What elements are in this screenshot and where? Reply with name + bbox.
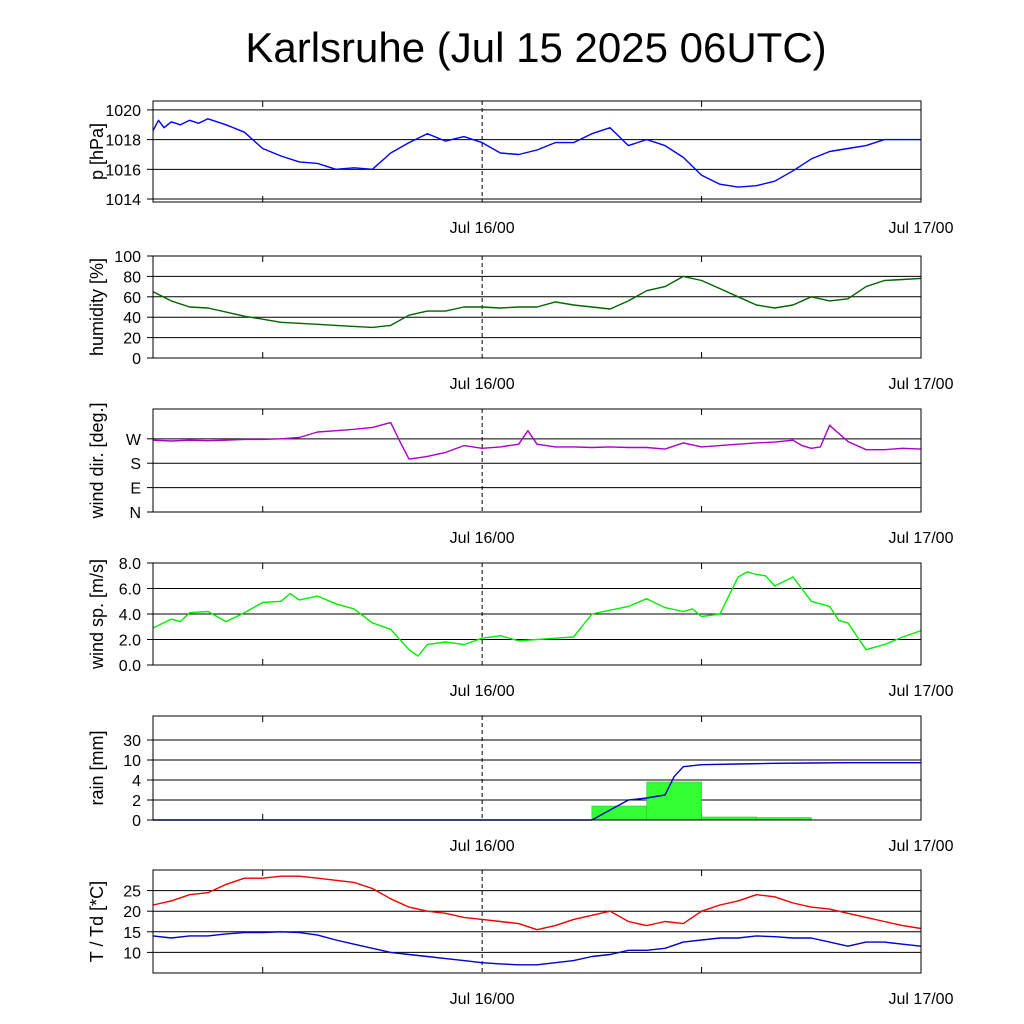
x-tick-label: Jul 16/00: [450, 838, 515, 855]
plot-frame: [152, 715, 922, 821]
rain-bar: [646, 781, 702, 821]
y-tick-label: E: [130, 481, 141, 498]
y-tick-label: 8.0: [119, 556, 141, 573]
y-tick-label: 2: [132, 793, 141, 810]
x-tick-label: Jul 17/00: [889, 683, 954, 700]
x-tick-label: Jul 16/00: [450, 991, 515, 1008]
x-tick-label: Jul 16/00: [450, 530, 515, 547]
y-tick-label: 4.0: [119, 607, 141, 624]
y-tick-label: 1014: [105, 192, 141, 209]
pressure-line: [152, 118, 921, 188]
pressure-panel: 1014 1016 1018 1020 Jul 16/00 Jul 17/00 p [hPa…: [87, 100, 954, 237]
y-tick-label: 1020: [105, 103, 141, 120]
y-axis-label: humidity [%]: [87, 258, 107, 356]
y-tick-label: 1016: [105, 162, 141, 179]
humidity-panel: 0 20 40 60 80 100 Jul 16/00 Jul 17/00 humidity […: [87, 249, 954, 393]
plot-frame: [152, 562, 922, 666]
x-tick-label: Jul 17/00: [889, 991, 954, 1008]
plot-frame: [152, 255, 922, 359]
humidity-line: [152, 275, 922, 329]
y-tick-label: 15: [123, 925, 141, 942]
y-tick-label: 4: [132, 773, 141, 790]
y-tick-label: 30: [123, 733, 141, 750]
dewpoint-line: [152, 931, 922, 966]
y-tick-label: 2.0: [119, 633, 141, 650]
y-tick-label: 80: [123, 269, 141, 286]
plot-frame: [152, 100, 922, 203]
x-tick-label: Jul 17/00: [889, 838, 954, 855]
page-title: Karlsruhe (Jul 15 2025 06UTC): [245, 24, 827, 71]
y-tick-label: 20: [123, 904, 141, 921]
y-axis-label: wind dir. [deg.]: [87, 402, 107, 519]
plot-frame: [152, 869, 922, 974]
y-tick-label: 60: [123, 290, 141, 307]
y-tick-label: N: [129, 505, 141, 522]
wind-speed-panel: 0.0 2.0 4.0 6.0 8.0 Jul 16/00 Jul 17/00 wind sp…: [87, 556, 954, 700]
y-tick-label: 100: [114, 249, 141, 266]
x-tick-label: Jul 17/00: [889, 376, 954, 393]
x-tick-label: Jul 16/00: [450, 376, 515, 393]
y-tick-label: 10: [123, 945, 141, 962]
temperature-line: [152, 875, 922, 931]
wind-direction-line: [152, 421, 922, 460]
y-tick-label: 1018: [105, 133, 141, 150]
x-tick-label: Jul 16/00: [450, 683, 515, 700]
y-tick-label: W: [126, 432, 142, 449]
y-tick-label: 40: [123, 310, 141, 327]
y-axis-label: wind sp. [m/s]: [87, 559, 107, 670]
y-axis-label: p [hPa]: [87, 123, 107, 180]
rain-panel: 0 2 4 10 30 Jul 16/00 Jul 17/00 rain [mm]: [87, 715, 954, 855]
wind-speed-line: [152, 571, 922, 657]
plot-frame: [152, 408, 922, 513]
y-tick-label: 6.0: [119, 582, 141, 599]
y-tick-label: 10: [123, 753, 141, 770]
y-tick-label: 0.0: [119, 658, 141, 675]
y-axis-label: T / Td [*C]: [87, 881, 107, 962]
y-tick-label: S: [130, 456, 141, 473]
x-tick-label: Jul 16/00: [450, 220, 515, 237]
y-tick-label: 25: [123, 884, 141, 901]
y-tick-label: 20: [123, 331, 141, 348]
x-tick-label: Jul 17/00: [889, 530, 954, 547]
y-tick-label: 0: [132, 813, 141, 830]
y-tick-label: 0: [132, 351, 141, 368]
temperature-panel: 10 15 20 25 Jul 16/00 Jul 17/00 T / Td [*C]: [87, 869, 954, 1008]
rain-accumulated-line: [153, 762, 921, 821]
x-tick-label: Jul 17/00: [889, 220, 954, 237]
y-axis-label: rain [mm]: [87, 730, 107, 805]
rain-bar: [591, 805, 648, 821]
